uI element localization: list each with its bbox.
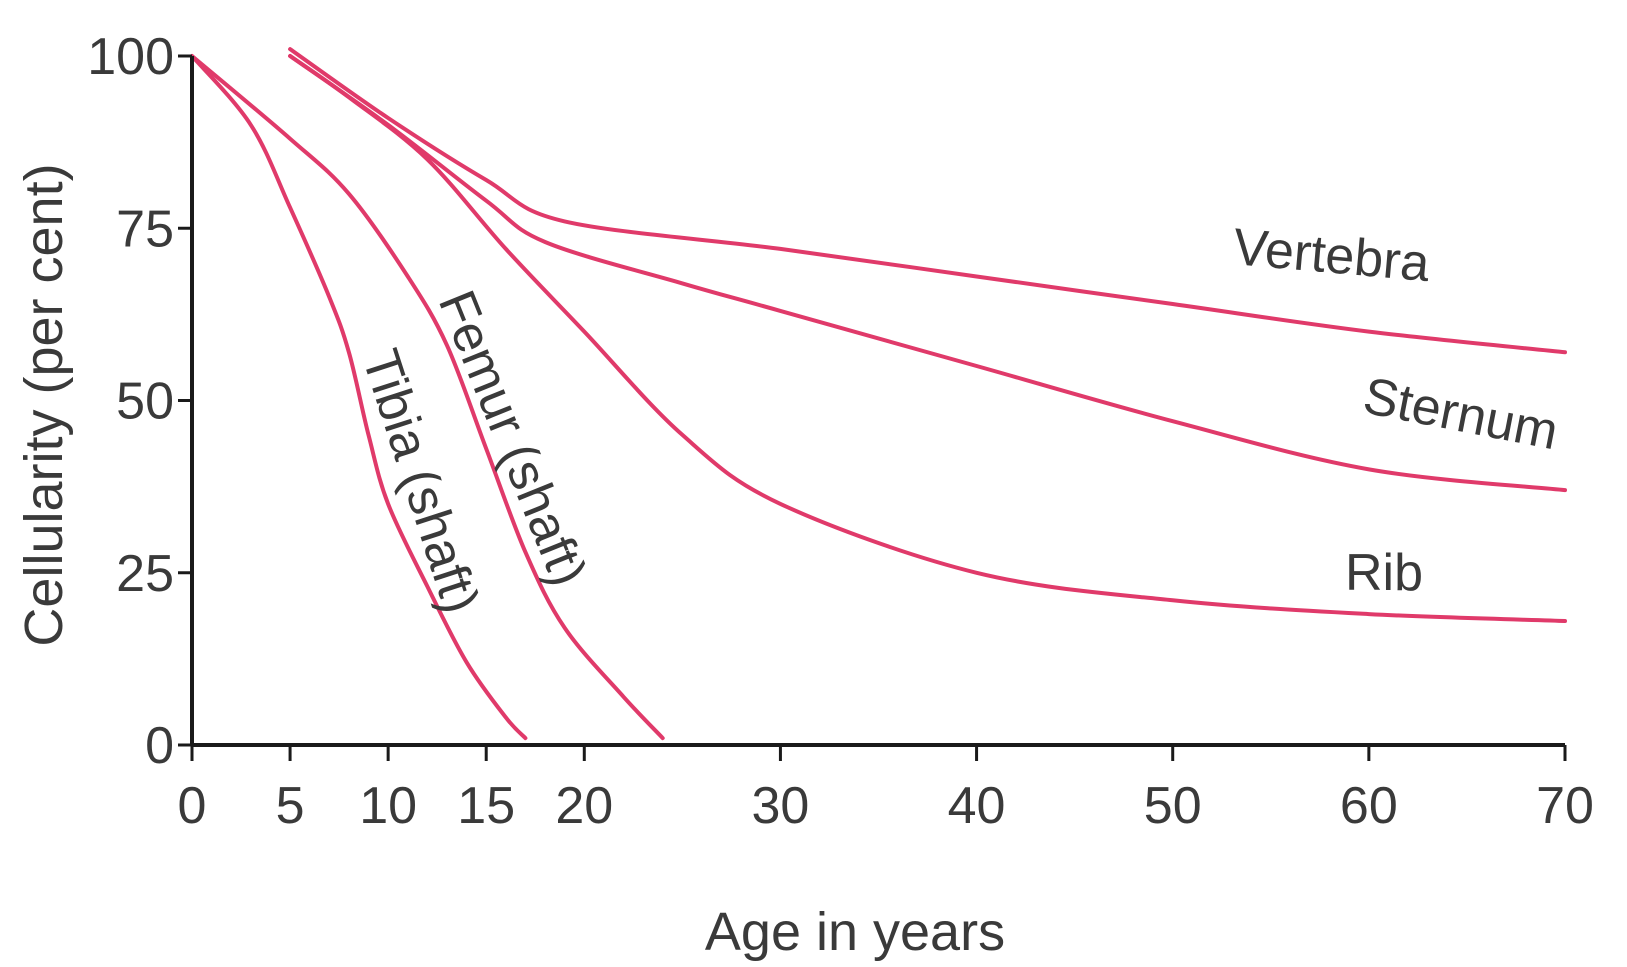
x-tick-label: 70 — [1536, 777, 1594, 835]
x-axis-title: Age in years — [705, 902, 1005, 962]
x-tick-label: 20 — [555, 777, 613, 835]
x-tick-label: 50 — [1144, 777, 1202, 835]
series-layer — [190, 47, 1567, 741]
y-tick-label: 50 — [116, 373, 174, 431]
x-tick-label: 40 — [948, 777, 1006, 835]
y-tick-label: 75 — [116, 200, 174, 258]
x-tick-label: 0 — [178, 777, 207, 835]
x-tick-label: 10 — [359, 777, 417, 835]
series-label-vertebra: Vertebra — [1231, 218, 1432, 293]
series-line-tibia-shaft — [190, 54, 528, 741]
y-tick-label: 25 — [116, 545, 174, 603]
y-tick-label: 0 — [145, 717, 174, 775]
series-label-sternum: Sternum — [1359, 367, 1563, 461]
x-tick-label: 15 — [457, 777, 515, 835]
axis-layer: 0 25 50 75 100 0 5 10 15 20 30 40 50 60 70 — [87, 28, 1594, 835]
series-label-rib: Rib — [1345, 544, 1423, 602]
series-line-vertebra — [288, 47, 1567, 355]
y-tick-label: 100 — [87, 28, 174, 86]
series-line-sternum — [288, 54, 1567, 493]
series-line-femur-shaft — [190, 54, 665, 741]
x-tick-label: 60 — [1340, 777, 1398, 835]
x-tick-label: 5 — [276, 777, 305, 835]
y-axis-title: Cellularity (per cent) — [14, 163, 74, 646]
series-line-rib — [288, 54, 1567, 623]
x-tick-label: 30 — [752, 777, 810, 835]
